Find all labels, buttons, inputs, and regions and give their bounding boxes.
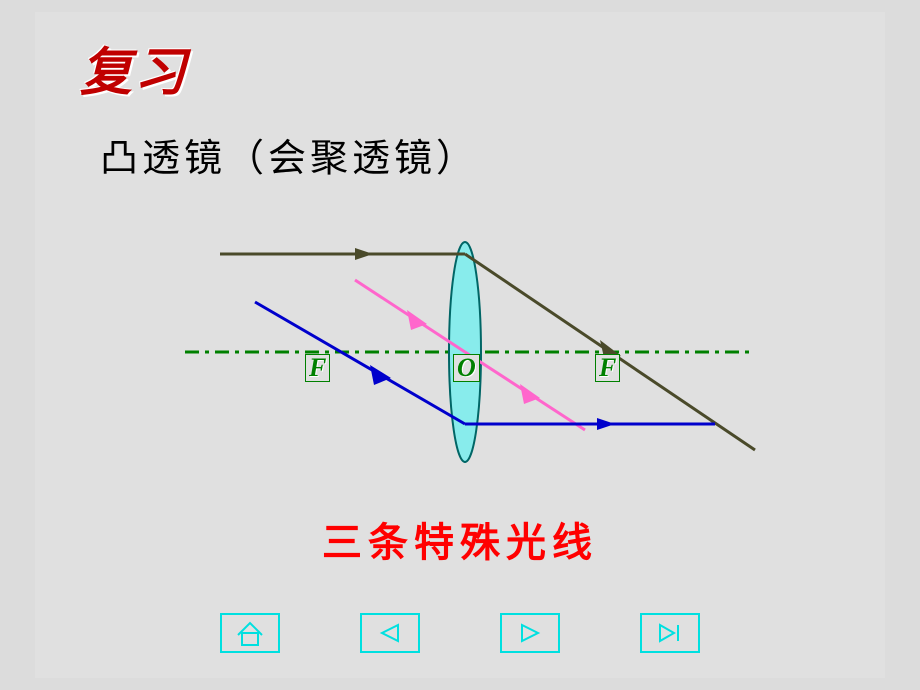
label-center: O — [453, 354, 480, 382]
slide-title: 复习 — [80, 30, 188, 105]
arrow-center-out — [520, 384, 540, 404]
slide-subtitle: 凸透镜（会聚透镜） — [100, 127, 478, 182]
prev-icon — [372, 619, 408, 647]
footer-caption: 三条特殊光线 — [35, 510, 885, 568]
ray-focus-in — [255, 302, 465, 424]
nav-home-button[interactable] — [220, 613, 280, 653]
arrow-center-in — [407, 310, 427, 330]
label-right-focus: F — [595, 354, 620, 382]
next-icon — [512, 619, 548, 647]
home-icon — [232, 619, 268, 647]
nav-prev-button[interactable] — [360, 613, 420, 653]
nav-bar — [35, 613, 885, 653]
arrow-focus-out — [597, 418, 615, 430]
label-left-focus: F — [305, 354, 330, 382]
nav-last-button[interactable] — [640, 613, 700, 653]
diagram-svg — [155, 202, 775, 482]
slide-container: 复习 凸透镜（会聚透镜） — [35, 12, 885, 678]
arrow-parallel-in — [355, 248, 373, 260]
arrow-focus-in — [370, 365, 391, 385]
lens-diagram: F O F — [155, 202, 775, 482]
last-icon — [652, 619, 688, 647]
nav-next-button[interactable] — [500, 613, 560, 653]
